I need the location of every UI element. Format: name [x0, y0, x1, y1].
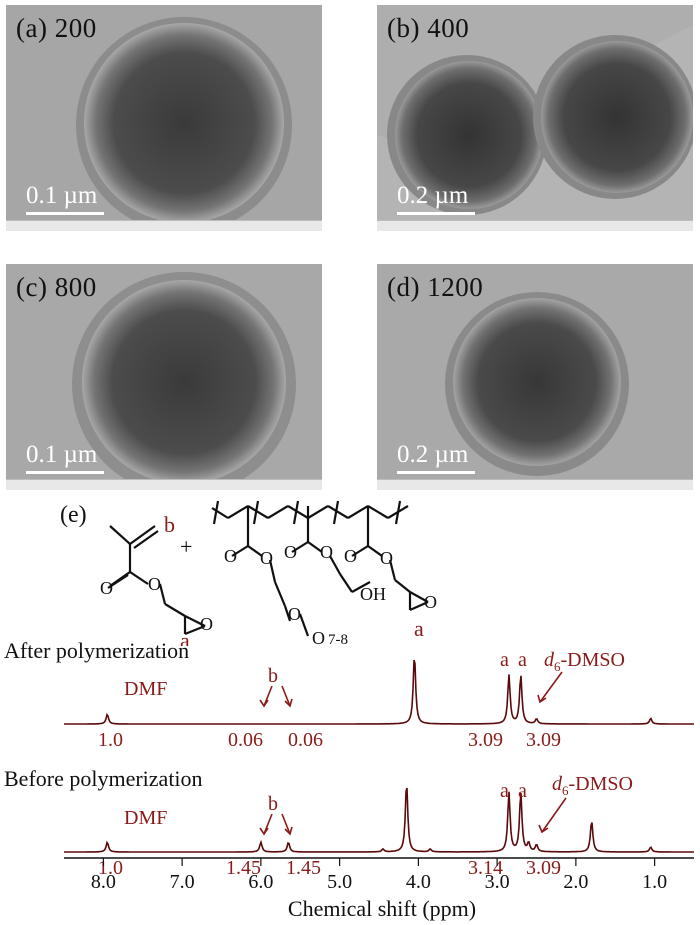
microscope-info-bar-c [6, 479, 322, 490]
scheme-label: (e) [60, 502, 87, 528]
panel-label-d: (d) 1200 [387, 272, 484, 302]
integral-before-3: 1.45 [286, 857, 321, 879]
integral-before-2: 1.45 [226, 857, 261, 879]
integral-after-5: 3.09 [526, 729, 561, 751]
microscope-info-bar-b [377, 220, 693, 231]
scale-text-d: 0.2 µm [397, 441, 469, 468]
x-axis-label: Chemical shift (ppm) [288, 896, 476, 921]
scale-line-a [26, 212, 104, 215]
atom-o-6: O [284, 542, 297, 562]
integral-before-1: 1.0 [98, 857, 123, 879]
tem-image-d [377, 264, 693, 490]
series-label-after: After polymerization [4, 640, 189, 663]
x-axis-ticks [102, 858, 656, 866]
atom-o-11: O [288, 604, 301, 624]
x-tick-label-1: 7.0 [170, 871, 195, 893]
x-tick-label-7: 1.0 [642, 871, 667, 893]
tem-panel-d: (d) 1200 0.2 µm [377, 264, 693, 490]
scale-bar-a: 0.1 µm [26, 182, 104, 215]
integral-before-5: 3.09 [526, 857, 561, 879]
x-tick-label-6: 2.0 [563, 871, 588, 893]
panel-label-b: (b) 400 [387, 13, 470, 43]
scheme-label-a-1: a [180, 628, 190, 646]
integral-after-3: 0.06 [288, 729, 323, 751]
atom-o-1: O [100, 578, 113, 598]
scale-text-b: 0.2 µm [397, 182, 469, 209]
atom-oh: OH [360, 584, 386, 604]
annotation-dmf-before: DMF [124, 807, 167, 829]
microscope-info-bar-d [377, 479, 693, 490]
scale-text-a: 0.1 µm [26, 182, 98, 209]
scale-bar-c: 0.1 µm [26, 441, 104, 474]
series-label-before: Before polymerization [4, 766, 203, 791]
panel-label-c: (c) 800 [16, 272, 97, 302]
repeat-label: 7-8 [328, 632, 348, 646]
panel-label-a: (a) 200 [16, 13, 97, 43]
scale-line-b [397, 212, 475, 215]
x-tick-label-4: 4.0 [406, 871, 431, 893]
scale-text-c: 0.1 µm [26, 441, 98, 468]
annotation-b-before: b [268, 793, 278, 815]
tem-image-a [6, 5, 322, 231]
integral-after-4: 3.09 [468, 729, 503, 751]
scale-line-d [397, 471, 475, 474]
scale-bar-b: 0.2 µm [397, 182, 475, 215]
tem-panel-c: (c) 800 0.1 µm [6, 264, 322, 490]
arrows-before [259, 797, 567, 836]
atom-o-2: O [148, 574, 161, 594]
tem-image-b [377, 5, 693, 231]
annotation-a2-before: a [518, 780, 527, 802]
x-axis-tick-labels: 8.0 7.0 6.0 5.0 4.0 3.0 2.0 1.0 [91, 871, 667, 893]
microscope-info-bar-a [6, 220, 322, 231]
tem-image-c [6, 264, 322, 490]
atom-o-7: O [320, 542, 333, 562]
atom-o-9: O [380, 548, 393, 568]
scheme-bonds [107, 500, 429, 637]
scale-line-c [26, 471, 104, 474]
annotation-dmf-after: DMF [124, 678, 167, 700]
nmr-trace-after [64, 659, 694, 725]
scale-bar-d: 0.2 µm [397, 441, 475, 474]
x-tick-label-5: 3.0 [485, 871, 510, 893]
integral-after-2: 0.06 [228, 729, 263, 751]
atom-o-10: O [424, 592, 437, 612]
annotation-dmso-before: d6-DMSO [552, 773, 633, 798]
atom-o-4: O [224, 546, 237, 566]
x-tick-label-2: 6.0 [248, 871, 273, 893]
x-tick-label-3: 5.0 [327, 871, 352, 893]
arrows-after [259, 671, 563, 708]
annotation-dmso-after: d6-DMSO [544, 649, 625, 674]
x-tick-label-0: 8.0 [91, 871, 116, 893]
atom-o-8: O [344, 546, 357, 566]
reaction-scheme: (e) + O O O O O O O O O O O O OH 7-8 b a… [60, 500, 437, 646]
plus-sign: + [180, 534, 192, 559]
scheme-label-a-2: a [414, 616, 424, 641]
atom-o-3: O [200, 614, 213, 634]
nmr-trace-before [64, 787, 694, 853]
nmr-spectra: After polymerization DMF b a a d6-DMSO 1… [4, 640, 694, 921]
atom-o-12: O [312, 628, 325, 646]
integral-after-1: 1.0 [98, 729, 123, 751]
annotation-a1-before: a [500, 780, 509, 802]
atom-o-5: O [260, 548, 273, 568]
annotation-a2-after: a [518, 649, 527, 671]
integral-before-4: 3.14 [468, 857, 503, 879]
scheme-label-b: b [164, 512, 175, 537]
tem-panel-b: (b) 400 0.2 µm [377, 5, 693, 231]
annotation-b-after: b [268, 665, 278, 687]
annotation-a1-after: a [500, 649, 509, 671]
tem-panel-a: (a) 200 0.1 µm [6, 5, 322, 231]
